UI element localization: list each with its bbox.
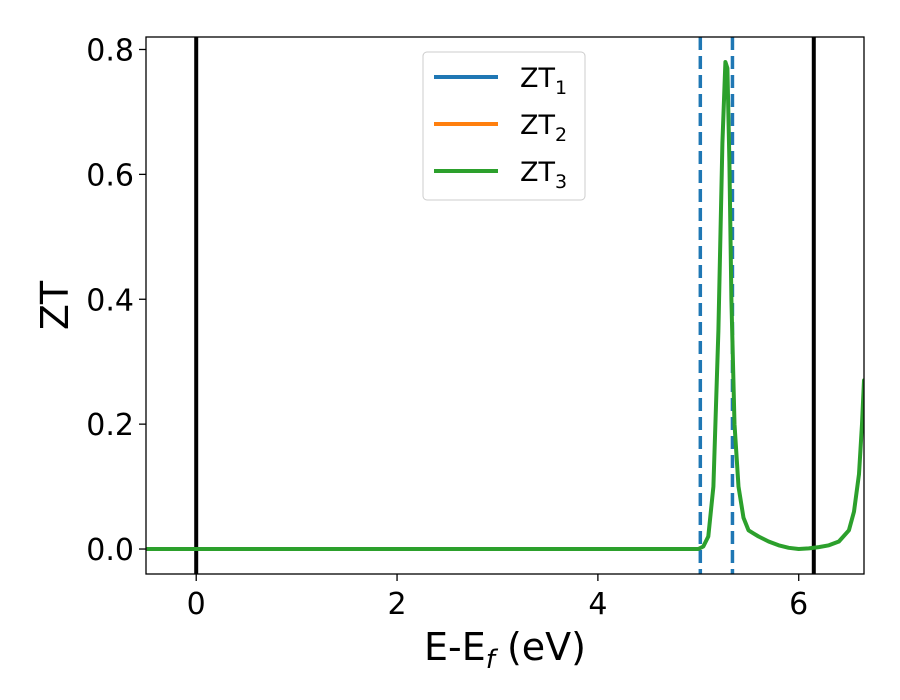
legend-box xyxy=(422,51,586,201)
ticks: 0 2 4 6 0.0 0.2 0.4 0.6 0.8 xyxy=(86,33,808,622)
y-tick-label-2: 0.4 xyxy=(86,283,134,318)
legend-label-zt1: ZT1 xyxy=(520,63,567,99)
legend-entry-zt1: ZT1 xyxy=(434,63,567,99)
x-tick-label-1: 2 xyxy=(388,587,407,622)
y-tick-label-4: 0.8 xyxy=(86,33,134,68)
x-tick-label-0: 0 xyxy=(187,587,206,622)
y-tick-label-0: 0.0 xyxy=(86,533,134,568)
legend-label-zt3-sub: 3 xyxy=(555,171,567,193)
legend-label-zt1-main: ZT xyxy=(520,63,555,94)
legend-entry-zt3: ZT3 xyxy=(434,157,567,193)
y-tick-label-3: 0.6 xyxy=(86,158,134,193)
y-axis-label: ZT xyxy=(33,280,77,330)
plot-frame xyxy=(145,36,865,575)
legend-label-zt2: ZT2 xyxy=(520,110,567,146)
plot-area xyxy=(146,37,864,574)
y-tick-label-1: 0.2 xyxy=(86,408,134,443)
legend-entry-zt2: ZT2 xyxy=(434,110,567,146)
x-tick-label-3: 6 xyxy=(789,587,808,622)
series-line-zt3 xyxy=(146,60,864,551)
x-axis-label-rest: (eV) xyxy=(495,625,586,669)
legend-label-zt3: ZT3 xyxy=(520,157,567,193)
legend-label-zt1-sub: 1 xyxy=(555,77,567,99)
legend: ZT1 ZT2 ZT3 xyxy=(422,51,586,201)
legend-label-zt3-main: ZT xyxy=(520,157,555,188)
x-axis-label-main: E-E xyxy=(424,625,486,669)
legend-label-zt2-main: ZT xyxy=(520,110,555,141)
legend-label-zt2-sub: 2 xyxy=(555,124,567,146)
x-axis-label: E-Ef (eV) xyxy=(424,625,586,675)
x-tick-label-2: 4 xyxy=(588,587,607,622)
plot-clip-group xyxy=(146,37,864,574)
